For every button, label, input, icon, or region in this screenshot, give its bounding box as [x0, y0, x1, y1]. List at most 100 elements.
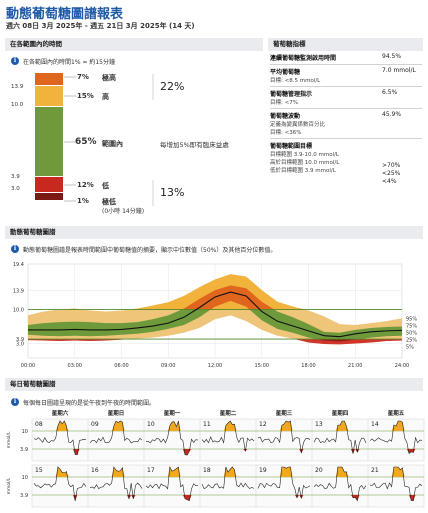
metric-row-range-goal: 葡萄糖範圍目標 目標範圍 3.9-10.0 mmol/L 高於目標範圍 10.0… — [270, 139, 422, 188]
daily-high-area — [202, 421, 254, 431]
daily-high-area — [146, 467, 198, 477]
daily-date-label: 13 — [315, 421, 323, 428]
daily-glucose-trace — [257, 466, 311, 499]
daily-high-area — [34, 421, 86, 431]
daily-date-label: 18 — [203, 467, 211, 474]
tir-bar-in-range — [35, 107, 63, 176]
metric-label: 平均葡萄糖 — [270, 69, 301, 76]
tir-axis-13-9: 13.9 — [11, 84, 24, 90]
daily-glucose-trace — [201, 466, 255, 490]
agp-y-tick: 19.4 — [13, 262, 24, 268]
agp-x-tick: 18:00 — [301, 363, 315, 369]
daily-date-label: 21 — [371, 467, 379, 474]
tir-note: 在各範圍內的時間1% = 約15分鐘 — [23, 59, 115, 66]
tir-combined-high: 22% — [160, 80, 185, 93]
range-goal-value: >70% — [382, 162, 401, 169]
daily-high-area — [370, 421, 422, 431]
daily-date-label: 09 — [91, 421, 99, 428]
daily-panel-header: 每日葡萄糖圖譜 — [5, 378, 423, 391]
tir-axis-3-0: 3.0 — [11, 186, 20, 192]
info-icon: i — [11, 245, 19, 253]
tir-combined-low: 13% — [160, 186, 185, 199]
daily-y-unit: mmol/L — [6, 477, 12, 494]
agp-y-tick: 3.0 — [16, 341, 24, 347]
metric-value: 94.5% — [382, 53, 402, 60]
agp-percentile-label: 5% — [406, 345, 414, 351]
daily-date-label: 14 — [371, 421, 379, 428]
daily-date-label: 16 — [91, 467, 99, 474]
agp-band-low-inner — [316, 339, 360, 342]
agp-percentile-label: 50% — [406, 330, 417, 336]
daily-date-label: 10 — [147, 421, 155, 428]
daily-high-area — [34, 467, 86, 477]
agp-y-tick: 3.9 — [16, 337, 24, 343]
range-goal-line: 目標範圍 3.9-10.0 mmol/L — [270, 152, 340, 158]
metric-label: 葡萄糖範圍目標 — [270, 143, 313, 150]
agp-panel-header: 動態葡萄糖圖譜 — [5, 226, 423, 239]
daily-glucose-trace — [33, 466, 87, 502]
agp-median-line — [28, 291, 403, 338]
daily-high-area — [314, 421, 366, 431]
daily-high-area — [314, 467, 366, 477]
daily-high-area — [258, 421, 310, 431]
daily-weekday-label: 星期日 — [108, 409, 125, 417]
metric-value: 7.0 mmol/L — [382, 67, 416, 74]
daily-note: 每個每日圖譜呈現的是從午夜到午夜的時間範圍。 — [23, 400, 156, 407]
metrics-heading: 葡萄糖指標 — [273, 40, 306, 48]
tir-label-high: 高 — [102, 93, 109, 101]
daily-high-area — [90, 467, 142, 477]
daily-low-area — [146, 495, 198, 501]
agp-x-tick: 15:00 — [255, 363, 269, 369]
metric-label: 葡萄糖管理指示 — [270, 91, 313, 98]
range-goal-line: 低於目標範圍 3.9 mmol/L — [270, 168, 336, 174]
daily-glucose-trace — [201, 420, 255, 452]
agp-band-25-75 — [28, 285, 402, 342]
tir-label-very-low: 極低 — [102, 198, 116, 206]
metric-row-gmi: 葡萄糖管理指示 目標: <7% 6.5% — [270, 87, 422, 109]
daily-date-label: 20 — [315, 467, 323, 474]
daily-high-area — [146, 421, 198, 431]
daily-date-label: 17 — [147, 467, 155, 474]
tir-bar-low — [35, 177, 63, 192]
daily-chart: 星期六 星期日 星期一 星期二 星期三 星期四 星期五 10 3.9 mmol/L 08 09 10 11… — [6, 409, 425, 508]
daily-weekday-label: 星期五 — [388, 409, 405, 417]
daily-y-tick: 10 — [22, 475, 28, 481]
daily-glucose-trace — [145, 465, 199, 502]
daily-weekday-label: 星期六 — [52, 409, 69, 417]
daily-y-tick: 3.9 — [20, 493, 28, 499]
daily-date-label: 12 — [259, 421, 267, 428]
daily-heading: 每日葡萄糖圖譜 — [10, 380, 56, 388]
agp-band-low-outer — [28, 339, 402, 345]
metric-row-active-time: 連續葡萄糖監測啟用時間 94.5% — [270, 51, 422, 65]
daily-weekday-label: 星期一 — [164, 409, 181, 417]
agp-note: 動態葡萄糖圖譜是報表時間範圍中葡萄糖值的摘要，顯示中位數值（50%）及其他百分位… — [23, 247, 277, 254]
tir-leader-lines — [64, 74, 154, 206]
daily-date-label: 19 — [259, 467, 267, 474]
tir-pct-very-low: 1% — [77, 197, 89, 205]
tir-pct-very-high: 7% — [77, 73, 89, 81]
metric-value: 6.5% — [382, 89, 398, 96]
metrics-table: 連續葡萄糖監測啟用時間 94.5% 平均葡萄糖 目標: <8.5 mmol/L 7… — [270, 51, 422, 188]
agp-percentile-label: 75% — [406, 324, 417, 330]
agp-percentile-label: 95% — [406, 316, 417, 322]
daily-high-area — [370, 467, 422, 477]
metrics-panel-header: 葡萄糖指標 — [268, 38, 423, 51]
tir-bar-very-high — [35, 73, 63, 85]
tir-bar-very-low — [35, 193, 63, 200]
info-icon: i — [11, 398, 19, 406]
range-goal-value: <4% — [382, 178, 397, 185]
daily-weekday-label: 星期二 — [220, 409, 237, 417]
daily-date-label: 15 — [35, 467, 43, 474]
tir-pct-high: 15% — [77, 92, 94, 100]
daily-high-area — [90, 421, 142, 431]
metric-target: 定義為變異係數百分比 目標: <36% — [270, 122, 326, 136]
agp-x-tick: 09:00 — [161, 363, 175, 369]
agp-x-tick: 06:00 — [114, 363, 128, 369]
range-goal-line: 高於目標範圍 10.0 mmol/L — [270, 160, 340, 166]
tir-axis-10-0: 10.0 — [11, 102, 24, 108]
agp-x-tick: 21:00 — [348, 363, 362, 369]
metric-value: 45.9% — [382, 111, 402, 118]
report-date-range: 週六 08日 3月 2025年 - 週五 21日 3月 2025年 (14 天) — [6, 22, 195, 30]
tir-label-low: 低 — [102, 182, 109, 190]
daily-y-tick: 3.9 — [20, 447, 28, 453]
